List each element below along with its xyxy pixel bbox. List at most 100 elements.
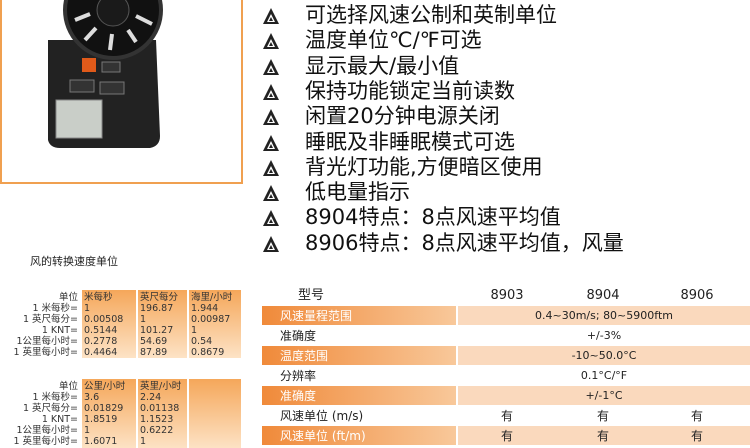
- row-bg: [458, 306, 750, 325]
- row-bg: [262, 346, 456, 365]
- bullet-icon: [262, 184, 280, 202]
- cell: 196.87: [140, 303, 174, 314]
- spec-value: 有: [690, 429, 703, 443]
- row-bg: [262, 426, 456, 445]
- column-header: 单位: [58, 292, 78, 303]
- row-bg: [262, 306, 456, 325]
- bullet-icon: [262, 209, 280, 227]
- spec-label: 风速单位 (m/s): [280, 409, 364, 423]
- bullet-icon: [262, 7, 280, 25]
- bullet-icon: [262, 134, 280, 152]
- cell: 0.00987: [191, 314, 231, 325]
- feature: 闲置20分钟电源关闭: [305, 104, 500, 129]
- column-bg: [189, 379, 241, 448]
- button: [99, 81, 125, 95]
- feature: 可选择风速公制和英制单位: [305, 3, 557, 27]
- feature: 背光灯功能,方便暗区使用: [305, 154, 543, 179]
- cell: 0.4464: [84, 347, 118, 358]
- spec-value: 有: [596, 409, 609, 423]
- feature: 睡眠及非睡眠模式可选: [305, 129, 515, 154]
- conversion-title: 风的转换速度单位: [30, 255, 118, 268]
- spec-value: 0.1°C/°F: [580, 369, 628, 382]
- spec-header: 型号: [298, 288, 325, 303]
- cell: 0.01829: [84, 403, 124, 414]
- cell: 0.00508: [84, 314, 124, 325]
- column-bg: [189, 290, 241, 358]
- bullet-icon: [262, 58, 280, 76]
- row-bg: [458, 346, 750, 365]
- cell: 87.89: [140, 347, 168, 358]
- bullet-icon: [262, 235, 280, 253]
- feature: 保持功能锁定当前读数: [305, 78, 515, 103]
- row-bg: [458, 366, 750, 385]
- feature: 温度单位℃/℉可选: [305, 28, 482, 53]
- row-label: 1 英尺每分=: [22, 314, 78, 325]
- spec-label: 准确度: [280, 329, 317, 343]
- row-label: 1 英里每小时=: [13, 347, 78, 358]
- column-header: 公里/小时: [84, 381, 126, 392]
- column-bg: [138, 290, 187, 358]
- spec-label: 准确度: [280, 389, 317, 403]
- row-label: 1 英尺每分=: [22, 403, 78, 414]
- cell: 1.6071: [84, 436, 118, 447]
- fan-blades: [74, 12, 153, 51]
- cell: 1: [84, 303, 91, 314]
- device-image: [48, 0, 163, 148]
- column-header: 单位: [58, 381, 78, 392]
- row-label: 1 KNT=: [41, 414, 78, 425]
- column-bg: [138, 379, 187, 448]
- spec-value: 有: [500, 409, 513, 423]
- row-label: 1 KNT=: [41, 325, 78, 336]
- row-label: 1公里每小时=: [16, 425, 78, 436]
- cell: 1: [191, 325, 198, 336]
- row-label: 1公里每小时=: [16, 336, 78, 347]
- row-bg: [262, 386, 456, 405]
- bullet-icon: [262, 159, 280, 177]
- cell: 0.8679: [191, 347, 225, 358]
- feature: 8904特点：8点风速平均值: [305, 205, 561, 230]
- bullet-icon: [262, 83, 280, 101]
- cell: 1: [140, 314, 147, 325]
- row-label: 1 英里每小时=: [13, 436, 78, 447]
- row-bg: [458, 406, 750, 425]
- button: [69, 79, 95, 93]
- row-label: 1 米每秒=: [32, 303, 78, 314]
- cell: 1.944: [191, 303, 219, 314]
- cell: 2.24: [140, 392, 162, 403]
- spec-label: 温度范围: [280, 349, 329, 363]
- cell: 101.27: [140, 325, 174, 336]
- column-header: 英尺每分: [140, 292, 179, 303]
- row-bg: [262, 326, 456, 345]
- spec-label: 分辨率: [280, 369, 317, 383]
- button: [101, 61, 121, 73]
- spec-header: 8904: [586, 288, 620, 303]
- column-bg: [82, 379, 136, 448]
- spec-header: 8906: [680, 288, 714, 303]
- spec-value: -10~50.0°C: [571, 349, 637, 362]
- cell: 1: [140, 436, 147, 447]
- column-header: 米每秒: [84, 292, 113, 303]
- cell: 1: [84, 425, 91, 436]
- spec-value: 有: [690, 409, 703, 423]
- row-bg: [458, 426, 750, 445]
- cell: 1.8519: [84, 414, 118, 425]
- power-button: [82, 58, 96, 72]
- feature: 显示最大/最小值: [305, 53, 460, 78]
- cell: 54.69: [140, 336, 168, 347]
- cell: 0.01138: [140, 403, 180, 414]
- column-bg: [82, 290, 136, 358]
- row-bg: [458, 386, 750, 405]
- bullet-icon: [262, 32, 280, 50]
- spec-value: 有: [596, 429, 609, 443]
- row-bg: [262, 406, 456, 425]
- lcd: [55, 99, 103, 139]
- spec-value: +/-3%: [586, 329, 622, 342]
- fan-hub: [96, 0, 130, 27]
- spec-header: 8903: [490, 288, 524, 303]
- row-bg: [262, 366, 456, 385]
- column-header: 海里/小时: [191, 292, 233, 303]
- cell: 0.6222: [140, 425, 174, 436]
- row-bg: [458, 326, 750, 345]
- spec-label: 风速量程范围: [280, 309, 353, 323]
